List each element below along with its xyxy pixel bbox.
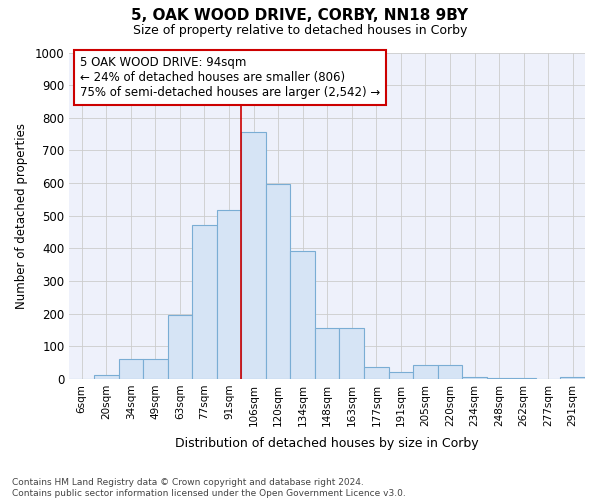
Bar [143, 358, 167, 379]
Bar [487, 378, 511, 379]
Bar [364, 367, 389, 379]
Bar [119, 358, 143, 379]
Y-axis label: Number of detached properties: Number of detached properties [15, 122, 28, 308]
X-axis label: Distribution of detached houses by size in Corby: Distribution of detached houses by size … [175, 437, 479, 450]
Bar [315, 328, 340, 379]
Bar [192, 226, 217, 379]
Bar [94, 374, 119, 379]
Bar [437, 365, 462, 379]
Bar [462, 378, 487, 379]
Bar [167, 314, 192, 379]
Bar [241, 132, 266, 379]
Bar [266, 184, 290, 379]
Text: 5 OAK WOOD DRIVE: 94sqm
← 24% of detached houses are smaller (806)
75% of semi-d: 5 OAK WOOD DRIVE: 94sqm ← 24% of detache… [80, 56, 380, 99]
Bar [511, 378, 536, 379]
Bar [290, 251, 315, 379]
Bar [340, 328, 364, 379]
Text: 5, OAK WOOD DRIVE, CORBY, NN18 9BY: 5, OAK WOOD DRIVE, CORBY, NN18 9BY [131, 8, 469, 22]
Text: Contains HM Land Registry data © Crown copyright and database right 2024.
Contai: Contains HM Land Registry data © Crown c… [12, 478, 406, 498]
Text: Size of property relative to detached houses in Corby: Size of property relative to detached ho… [133, 24, 467, 37]
Bar [389, 372, 413, 379]
Bar [217, 210, 241, 379]
Bar [560, 378, 585, 379]
Bar [413, 365, 437, 379]
